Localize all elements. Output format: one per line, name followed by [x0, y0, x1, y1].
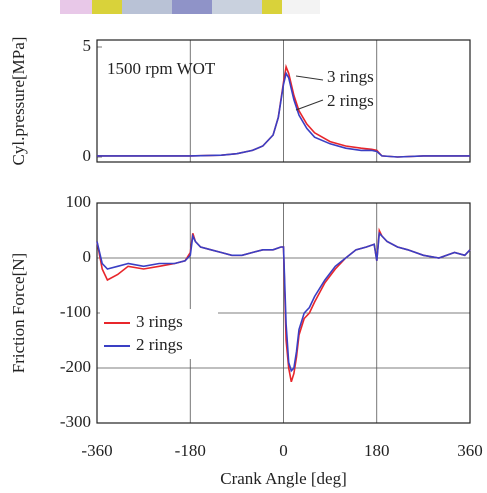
legend-label: 2 rings	[136, 335, 183, 354]
y-axis-label: Friction Force[N]	[9, 253, 28, 373]
y-tick-label: 0	[83, 247, 92, 266]
y-tick-label: -100	[60, 302, 91, 321]
y-tick-label: -300	[60, 412, 91, 431]
legend-label: 3 rings	[136, 312, 183, 331]
series-line	[97, 71, 470, 158]
annotation: 1500 rpm WOT	[107, 59, 216, 78]
y-tick-label: -200	[60, 357, 91, 376]
y-tick-label: 0	[83, 146, 92, 165]
x-tick-label: -180	[175, 441, 206, 460]
x-tick-label: -360	[81, 441, 112, 460]
series-label: 3 rings	[327, 67, 374, 86]
y-tick-label: 5	[83, 36, 92, 55]
plot-frame	[96, 39, 471, 163]
x-tick-label: 180	[364, 441, 390, 460]
cropped-figure-strip	[60, 0, 320, 14]
label-leader	[295, 99, 324, 111]
y-axis-label: Cyl.pressure[MPa]	[9, 37, 28, 166]
y-tick-label: 100	[66, 192, 92, 211]
x-axis-label: Crank Angle [deg]	[220, 469, 347, 488]
plot-frame	[96, 202, 471, 424]
series-label: 2 rings	[327, 91, 374, 110]
legend-box	[100, 309, 218, 359]
series-line	[96, 231, 471, 373]
x-tick-label: 360	[457, 441, 483, 460]
x-tick-label: 0	[279, 441, 288, 460]
label-leader	[295, 75, 324, 81]
